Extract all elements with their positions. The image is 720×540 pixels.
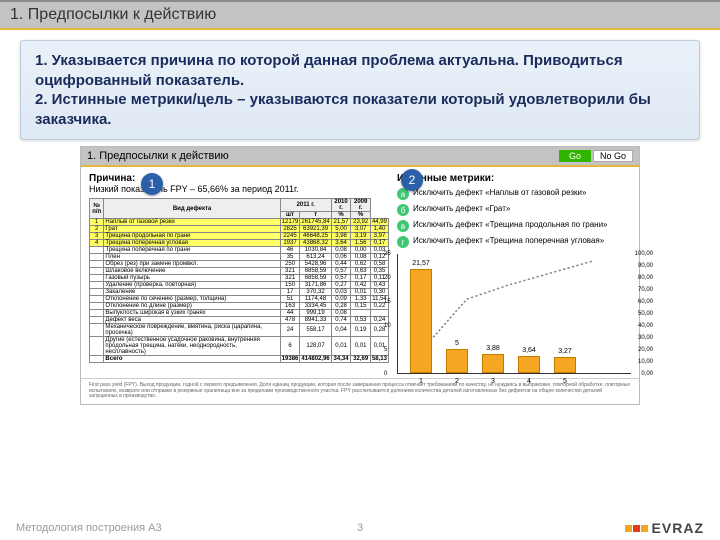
x-axis-label: 1 [410,378,432,385]
slide-header: 1. Предпосылки к действию Go No Go [81,147,639,167]
bar-value-label: 5 [446,340,468,347]
logo-squares [625,525,648,532]
x-axis-label: 3 [482,378,504,385]
bar-value-label: 3,64 [518,347,540,354]
y-right-label: 100,00 [635,251,653,257]
table-total: Всего19386414802,9634,3432,6958,13 [90,356,389,363]
table-row: Закаление17370,320,030,010,30 [90,289,389,296]
y-right-label: 0,00 [641,371,653,377]
table-row: Шлаковое включение3216858,590,570,630,35 [90,268,389,275]
brand-text: EVRAZ [652,520,704,536]
y-right-label: 90,00 [638,263,653,269]
go-badge: Go [559,150,591,162]
x-axis-label: 4 [518,378,540,385]
x-axis-label: 5 [554,378,576,385]
metrics-list: аИсключить дефект «Наплыв от газовой рез… [397,188,631,248]
callout-box: 1. Указывается причина по которой данная… [20,40,700,140]
metric-bullet: в [397,220,409,232]
chart-bar [446,349,468,373]
x-axis-label: 2 [446,378,468,385]
chart-bar [410,269,432,373]
y-left-label: 25 [384,251,391,257]
y-left-label: 0 [384,371,387,377]
metric-item: аИсключить дефект «Наплыв от газовой рез… [397,188,631,200]
page-number: 3 [357,522,363,534]
table-row: Плен35613,240,060,080,12 [90,254,389,261]
bar-value-label: 3,88 [482,345,504,352]
metric-text: Исключить дефект «Наплыв от газовой резк… [413,188,586,197]
table-row: 1Наплыв от газовой резки12179261745,8421… [90,219,389,226]
table-row: Газовый пузырь3216858,590,570,170,11 [90,275,389,282]
bar-chart: 21,571523,8833,6443,27505101520250,0010,… [397,254,631,374]
nogo-badge: No Go [593,150,633,162]
bar-value-label: 3,27 [554,348,576,355]
slide-title: 1. Предпосылки к действию [87,150,229,162]
table-row: Трещина поперечная по грани461030,840,08… [90,247,389,254]
metrics-title: Истинные метрики: [397,173,631,184]
table-row: Другие (естественное усадочное раковина,… [90,337,389,356]
pin-1: 1 [141,173,163,195]
y-right-label: 10,00 [638,359,653,365]
y-right-label: 50,00 [638,311,653,317]
table-row: Дефект веса4788941,330,740,530,24 [90,317,389,324]
chart-bar [518,356,540,373]
embedded-slide: 1 2 1. Предпосылки к действию Go No Go П… [80,146,640,405]
pin-2: 2 [401,169,423,191]
footer-left: Методология построения А3 [16,522,162,534]
y-left-label: 5 [384,347,387,353]
page-footer: Методология построения А3 3 EVRAZ [0,520,720,536]
y-right-label: 80,00 [638,275,653,281]
table-row: Обрез (рез) при замене промвкл.2505428,9… [90,261,389,268]
trend-line [398,254,631,373]
y-right-label: 20,00 [638,347,653,353]
chart-bar [554,357,576,373]
metric-bullet: г [397,236,409,248]
table-row: Отклонение по длине (размер)1633334,450,… [90,303,389,310]
bar-value-label: 21,57 [410,260,432,267]
table-row: Удаление (проверка, повторная)1503171,86… [90,282,389,289]
metric-text: Исключить дефект «Трещина продольная по … [413,220,607,229]
metric-item: г Исключить дефект «Трещина поперечная уг… [397,236,631,248]
reason-title: Причина: [89,173,389,184]
table-row: 2Грат282563921,395,003,071,40 [90,226,389,233]
table-row: 4Трещина поперечная угловая193743868,323… [90,240,389,247]
metric-text: Исключить дефект «Грат» [413,204,510,213]
metric-item: в Исключить дефект «Трещина продольная по… [397,220,631,232]
y-right-label: 60,00 [638,299,653,305]
table-row: Отклонение по сечению (размер, толщина)5… [90,296,389,303]
table-row: Механическое повреждение, вмятина, риска… [90,324,389,337]
defect-table: № п/пВид дефекта2011 г.2010 г.2009 г.штт… [89,198,389,363]
y-left-label: 15 [384,299,391,305]
brand-logo: EVRAZ [625,520,704,536]
table-row: 3Трещина продольная по грани224546648,25… [90,233,389,240]
y-left-label: 10 [384,323,391,329]
y-right-label: 30,00 [638,335,653,341]
metric-text: Исключить дефект «Трещина поперечная угл… [413,236,604,245]
y-right-label: 40,00 [638,323,653,329]
page-header: 1. Предпосылки к действию [0,0,720,30]
metric-bullet: б [397,204,409,216]
y-right-label: 70,00 [638,287,653,293]
reason-sub: Низкий показатель FPY – 65,66% за период… [89,184,389,194]
y-left-label: 20 [384,275,391,281]
chart-bar [482,354,504,373]
table-row: Выпуклость широкая в узких гранях44999,1… [90,310,389,317]
metric-item: б Исключить дефект «Грат» [397,204,631,216]
